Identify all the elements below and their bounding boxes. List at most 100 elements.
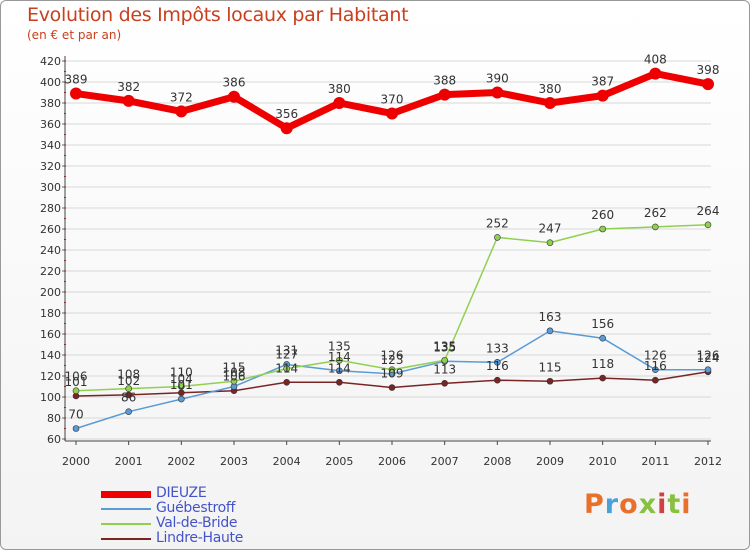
data-label: 114: [328, 350, 351, 364]
data-label: 252: [486, 216, 509, 230]
data-point: [72, 425, 80, 432]
brand-logo: Proxiti: [584, 489, 692, 520]
data-label: 131: [275, 343, 298, 357]
data-label: 115: [223, 360, 246, 374]
data-label: 101: [65, 375, 88, 389]
data-label: 106: [65, 370, 88, 384]
y-tick-label: 180: [40, 307, 61, 320]
x-tick-label: 2012: [694, 455, 722, 468]
data-label: 104: [170, 372, 193, 386]
data-label: 372: [170, 90, 193, 104]
x-tick-label: 2000: [62, 455, 90, 468]
data-point: [599, 334, 606, 342]
data-point: [388, 384, 396, 391]
x-tick-label: 2011: [641, 455, 669, 468]
data-point: [441, 380, 448, 387]
legend-label: Val-de-Bride: [156, 515, 238, 531]
data-label: 163: [539, 310, 562, 324]
data-label: 115: [539, 360, 562, 374]
data-label: 113: [433, 362, 456, 376]
data-label: 262: [644, 206, 667, 220]
data-label: 408: [644, 53, 667, 67]
data-label: 114: [275, 361, 298, 375]
data-point: [652, 376, 659, 384]
data-label: 135: [433, 340, 456, 354]
x-tick-label: 2005: [325, 455, 353, 468]
data-label: 398: [697, 63, 720, 77]
data-label: 135: [328, 339, 351, 353]
legend-item: Guébestroff: [101, 500, 401, 516]
data-label: 102: [117, 374, 140, 388]
data-label: 156: [591, 317, 614, 331]
data-label: 108: [117, 368, 140, 382]
data-point: [388, 366, 396, 374]
data-point: [125, 385, 132, 392]
data-point: [70, 87, 82, 100]
y-tick-label: 200: [40, 286, 61, 299]
legend-label: Lindre-Haute: [156, 530, 244, 546]
y-tick-label: 360: [40, 118, 61, 131]
data-label: 109: [381, 367, 404, 381]
legend-label: Guébestroff: [156, 500, 236, 516]
data-label: 108: [223, 366, 246, 380]
data-label: 388: [433, 74, 456, 88]
data-label: 260: [591, 208, 614, 222]
legend-swatch: [101, 538, 151, 540]
x-tick-label: 2003: [220, 455, 248, 468]
data-point: [283, 378, 290, 386]
data-label: 118: [591, 357, 614, 371]
data-label: 386: [223, 76, 246, 90]
legend-swatch: [101, 508, 151, 510]
x-tick-label: 2004: [273, 455, 301, 468]
data-point: [546, 377, 554, 385]
x-tick-label: 2008: [483, 455, 511, 468]
x-tick-label: 2009: [536, 455, 564, 468]
legend-item: Lindre-Haute: [101, 530, 401, 546]
data-label: 356: [275, 107, 298, 121]
data-point: [122, 94, 135, 107]
data-point: [599, 374, 606, 382]
chart-subtitle: (en € et par an): [27, 28, 122, 42]
y-tick-label: 120: [40, 370, 61, 383]
data-point: [494, 376, 501, 384]
data-label: 387: [591, 75, 614, 89]
y-tick-label: 80: [47, 412, 61, 425]
data-point: [546, 239, 554, 246]
y-tick-label: 420: [40, 55, 61, 68]
x-tick-label: 2001: [115, 455, 143, 468]
data-point: [283, 365, 290, 372]
data-point: [596, 89, 609, 102]
data-point: [336, 356, 343, 364]
data-point: [175, 105, 188, 118]
data-label: 116: [644, 359, 667, 373]
data-point: [336, 378, 343, 386]
y-tick-label: 380: [40, 97, 61, 110]
data-point: [704, 221, 712, 229]
legend-swatch: [101, 523, 151, 525]
x-tick-label: 2007: [431, 455, 459, 468]
chart-title: Evolution des Impôts locaux par Habitant: [27, 4, 409, 26]
data-point: [441, 356, 448, 364]
data-point: [544, 97, 556, 109]
data-label: 124: [697, 351, 720, 365]
y-tick-label: 220: [40, 265, 61, 278]
x-tick-label: 2010: [589, 455, 617, 468]
data-point: [599, 225, 606, 233]
y-tick-label: 240: [40, 244, 61, 257]
data-label: 116: [486, 359, 509, 373]
y-tick-label: 400: [40, 76, 61, 89]
data-label: 106: [223, 370, 246, 384]
data-point: [280, 122, 293, 135]
data-point: [386, 107, 398, 120]
data-label: 101: [170, 378, 193, 392]
data-point: [704, 366, 712, 374]
data-point: [652, 366, 659, 374]
data-point: [652, 223, 659, 231]
data-label: 380: [328, 82, 351, 96]
legend-label: DIEUZE: [156, 485, 207, 501]
y-tick-label: 100: [40, 391, 61, 404]
data-label: 247: [539, 222, 562, 236]
data-label: 110: [170, 366, 193, 380]
data-label: 126: [644, 349, 667, 363]
